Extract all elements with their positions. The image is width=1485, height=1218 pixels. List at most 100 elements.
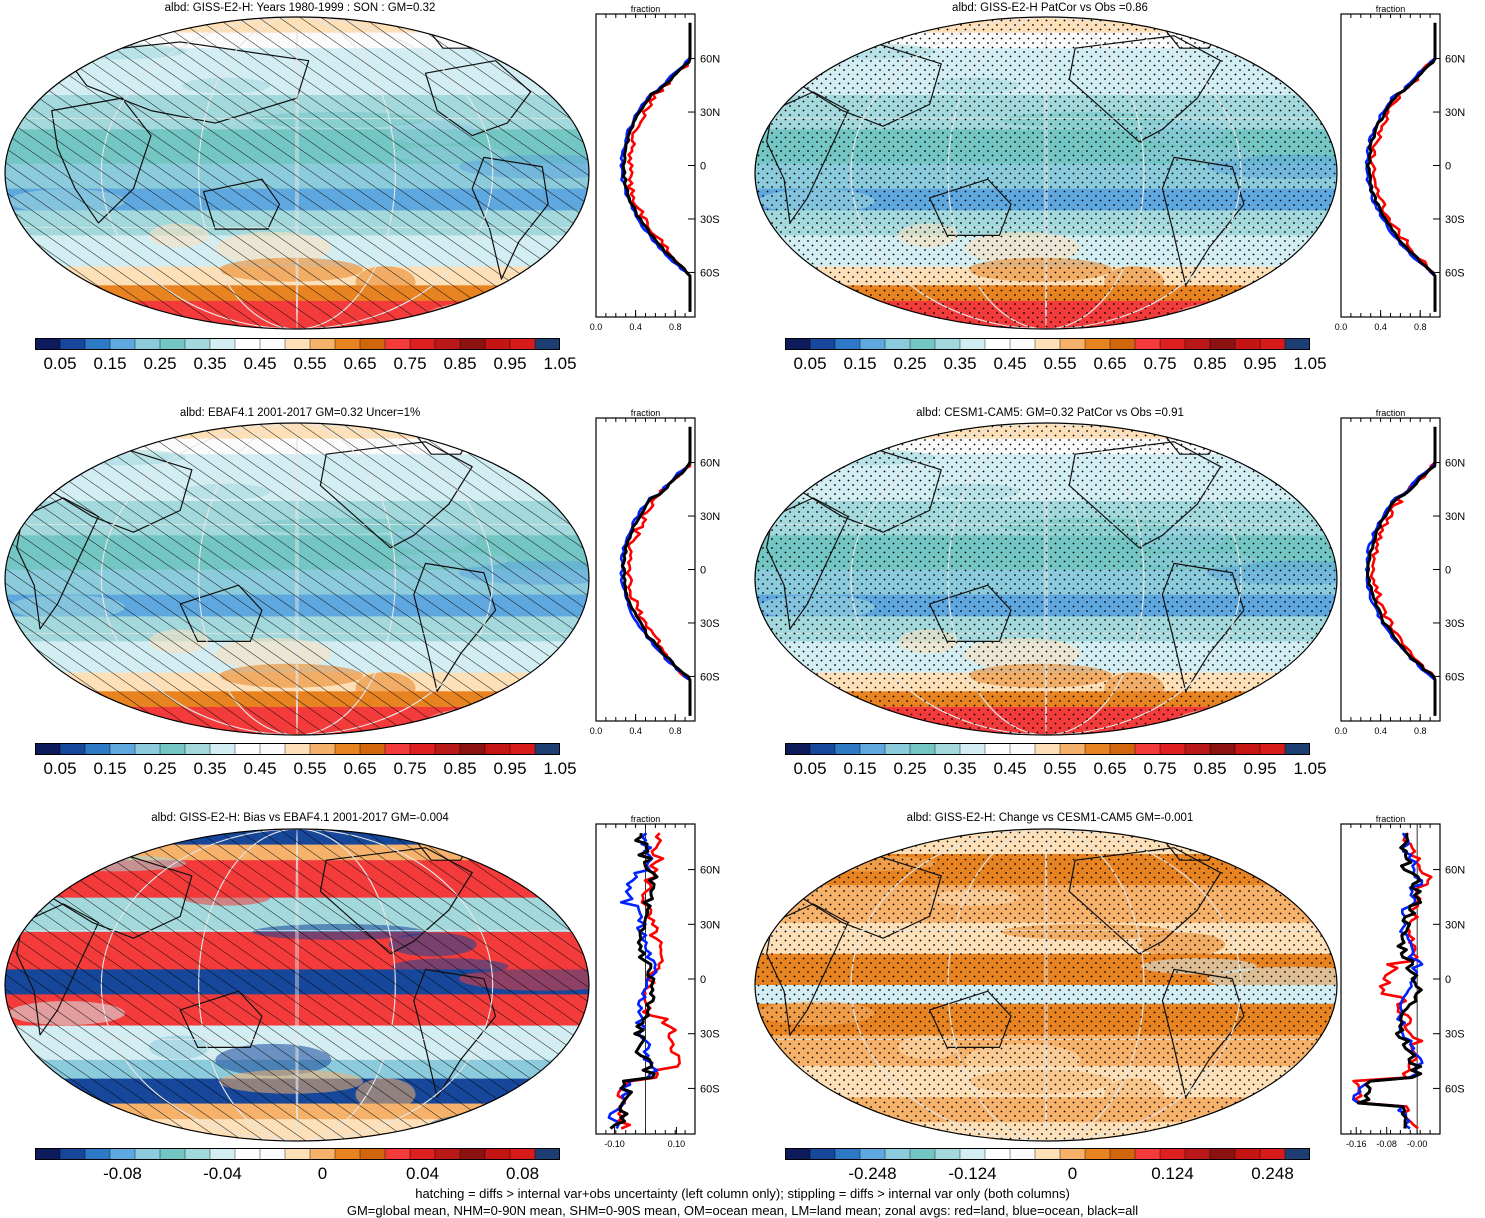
zonal-lat-label: 30S — [700, 1029, 720, 1041]
colorbar-swatch — [459, 338, 486, 350]
colorbar-swatch — [1109, 338, 1136, 350]
colorbar-swatch — [284, 1148, 311, 1160]
colorbar-swatch — [884, 338, 911, 350]
colorbar-swatch — [1184, 1148, 1211, 1160]
colorbar-tick-label: 0.05 — [43, 759, 77, 778]
colorbar-swatch — [1184, 743, 1211, 755]
colorbar-swatch — [134, 743, 161, 755]
colorbar-swatch — [785, 1148, 811, 1160]
colorbar-swatch — [284, 743, 311, 755]
colorbar-swatch — [934, 743, 961, 755]
panel-title-2: albd: GISS-E2-H PatCor vs Obs =0.86 — [952, 2, 1148, 14]
map-panel-1 — [4, 16, 590, 330]
colorbar-swatch — [859, 743, 886, 755]
colorbar-swatch — [184, 1148, 211, 1160]
colorbar-swatch — [309, 338, 336, 350]
colorbar-swatch — [284, 338, 311, 350]
panel-title-1: albd: GISS-E2-H: Years 1980-1999 : SON :… — [164, 2, 436, 14]
colorbar-swatch — [484, 338, 511, 350]
colorbar-swatch — [984, 743, 1011, 755]
colorbar-tick-label: 0 — [317, 1164, 328, 1183]
zonal-xtick-label: 0.8 — [1414, 726, 1427, 736]
colorbar-swatch — [1284, 338, 1310, 350]
zonal-lat-label: 30S — [1445, 214, 1465, 226]
colorbar-tick-label: 0.45 — [993, 759, 1027, 778]
colorbar-3 — [35, 743, 560, 755]
colorbar-tick-label: 0.05 — [793, 354, 827, 373]
colorbar-tick-label: 0.95 — [1243, 759, 1277, 778]
colorbar-swatch — [1059, 743, 1086, 755]
colorbar-swatch — [859, 338, 886, 350]
colorbar-swatch — [834, 743, 861, 755]
zonal-lat-label: 30N — [700, 107, 720, 119]
colorbar-swatch — [984, 338, 1011, 350]
colorbar-tick-label: 1.05 — [543, 759, 577, 778]
zonal-axis-label: fraction — [631, 408, 661, 418]
colorbar-swatch — [234, 1148, 261, 1160]
colorbar-swatch — [809, 338, 836, 350]
colorbar-swatch — [834, 1148, 861, 1160]
zonal-lat-label: 30S — [700, 618, 720, 630]
colorbar-tick-label: 0.65 — [1093, 759, 1127, 778]
colorbar-swatch — [459, 743, 486, 755]
zonal-xtick-label: 0.10 — [668, 1139, 686, 1149]
colorbar-swatch — [934, 1148, 961, 1160]
colorbar-swatch — [785, 338, 811, 350]
colorbar-swatch — [1009, 743, 1036, 755]
colorbar-swatch — [259, 338, 286, 350]
colorbar-swatch — [384, 1148, 411, 1160]
colorbar-swatch — [834, 338, 861, 350]
colorbar-tick-label: 0.55 — [1043, 354, 1077, 373]
colorbar-swatch — [1084, 338, 1111, 350]
colorbar-swatch — [1034, 1148, 1061, 1160]
colorbar-tick-label: 0.85 — [1193, 759, 1227, 778]
zonal-axis-label: fraction — [1376, 4, 1406, 14]
colorbar-swatch — [59, 338, 86, 350]
colorbar-5 — [35, 1148, 560, 1160]
zonal-lat-label: 60N — [700, 458, 720, 470]
zonal-lat-label: 30N — [1445, 511, 1465, 523]
colorbar-2 — [785, 338, 1310, 350]
colorbar-swatch — [84, 1148, 111, 1160]
colorbar-swatch — [1034, 743, 1061, 755]
colorbar-labels-1: 0.05 0.15 0.25 0.35 0.45 0.55 0.65 0.75 0.85 0.95… — [35, 354, 576, 374]
colorbar-tick-label: 0.65 — [343, 759, 377, 778]
zonal-lat-label: 0 — [700, 565, 706, 577]
colorbar-swatch — [259, 1148, 286, 1160]
colorbar-swatch — [234, 743, 261, 755]
colorbar-swatch — [1259, 743, 1286, 755]
colorbar-labels-2: 0.05 0.15 0.25 0.35 0.45 0.55 0.65 0.75 0.85 0.95… — [785, 354, 1326, 374]
colorbar-tick-label: 0 — [1067, 1164, 1078, 1183]
colorbar-4 — [785, 743, 1310, 755]
colorbar-swatch — [1184, 338, 1211, 350]
colorbar-tick-label: 0.45 — [243, 759, 277, 778]
colorbar-swatch — [35, 743, 61, 755]
colorbar-swatch — [1059, 1148, 1086, 1160]
colorbar-swatch — [884, 743, 911, 755]
zonal-lat-label: 60N — [700, 865, 720, 877]
colorbar-swatch — [35, 338, 61, 350]
colorbar-tick-label: 0.05 — [793, 759, 827, 778]
colorbar-tick-label: 0.75 — [393, 759, 427, 778]
zonal-xtick-label: 0.0 — [590, 726, 603, 736]
colorbar-tick-label: 1.05 — [1293, 354, 1327, 373]
colorbar-swatch — [1259, 338, 1286, 350]
colorbar-swatch — [809, 1148, 836, 1160]
colorbar-swatch — [1209, 1148, 1236, 1160]
colorbar-swatch — [1109, 743, 1136, 755]
colorbar-swatch — [109, 1148, 136, 1160]
zonal-lat-label: 0 — [1445, 974, 1451, 986]
colorbar-tick-label: 0.55 — [293, 354, 327, 373]
zonal-plot-5: fraction -0.10 0.10 60N 30N 0 30S 60S — [595, 814, 720, 1149]
colorbar-swatch — [234, 338, 261, 350]
zonal-lat-label: 60S — [1445, 671, 1465, 683]
colorbar-tick-label: 0.25 — [143, 759, 177, 778]
colorbar-tick-label: 0.75 — [393, 354, 427, 373]
map-panel-4 — [754, 422, 1338, 736]
zonal-axis-label: fraction — [1376, 814, 1406, 824]
colorbar-tick-label: 1.05 — [1293, 759, 1327, 778]
colorbar-swatch — [1209, 338, 1236, 350]
colorbar-swatch — [1134, 338, 1161, 350]
colorbar-swatch — [1234, 743, 1261, 755]
zonal-xtick-label: -0.16 — [1346, 1139, 1367, 1149]
